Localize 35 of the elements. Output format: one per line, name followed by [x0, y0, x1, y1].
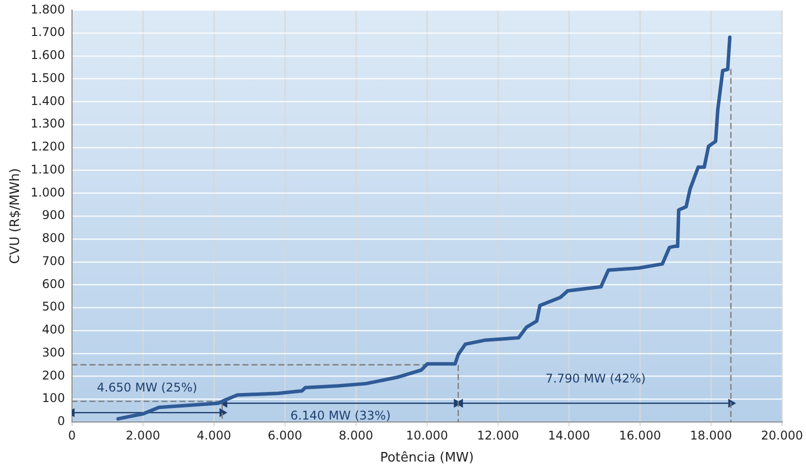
y-tick-label: 1.300	[30, 116, 65, 131]
y-tick-label: 400	[42, 322, 65, 337]
y-tick-label: 0	[57, 414, 65, 428]
y-tick-label: 1.100	[30, 162, 65, 176]
y-tick-label: 500	[42, 300, 65, 314]
x-axis-title: Potência (MW)	[380, 450, 474, 466]
x-tick-label: 6.000	[268, 428, 302, 442]
y-tick-label: 600	[42, 276, 65, 291]
x-tick-label: 12.000	[476, 428, 519, 442]
y-tick-label: 200	[42, 368, 65, 382]
x-tick-label: 10.000	[406, 428, 448, 442]
y-tick-label: 1.500	[30, 70, 65, 85]
y-tick-label: 700	[42, 254, 65, 268]
y-tick-label: 100	[42, 391, 65, 406]
y-tick-label: 900	[42, 208, 65, 222]
annotation: 7.790 MW (42%)	[545, 371, 646, 386]
x-tick-label: 16.000	[618, 428, 661, 442]
y-tick-label: 1.600	[30, 48, 65, 62]
y-tick-label: 800	[42, 231, 65, 246]
x-tick-label: 0	[68, 428, 76, 442]
x-tick-label: 20.000	[761, 428, 804, 442]
x-tick-label: 18.000	[690, 428, 732, 442]
x-tick-label: 8.000	[338, 428, 374, 442]
annotation: 4.650 MW (25%)	[96, 380, 198, 395]
x-tick-label: 4.000	[196, 428, 232, 442]
annotation: 6.140 MW (33%)	[290, 408, 391, 422]
x-tick-label: 14.000	[548, 428, 590, 442]
y-tick-label: 1.000	[30, 185, 65, 200]
y-tick-label: 1.400	[30, 94, 65, 108]
y-tick-label: 1.800	[30, 2, 65, 16]
y-axis-title: CVU (R$/MWh)	[8, 168, 24, 264]
y-tick-label: 1.200	[30, 140, 65, 154]
y-tick-label: 1.700	[30, 25, 65, 40]
x-tick-label: 2.000	[126, 428, 160, 442]
y-tick-label: 300	[42, 345, 65, 360]
